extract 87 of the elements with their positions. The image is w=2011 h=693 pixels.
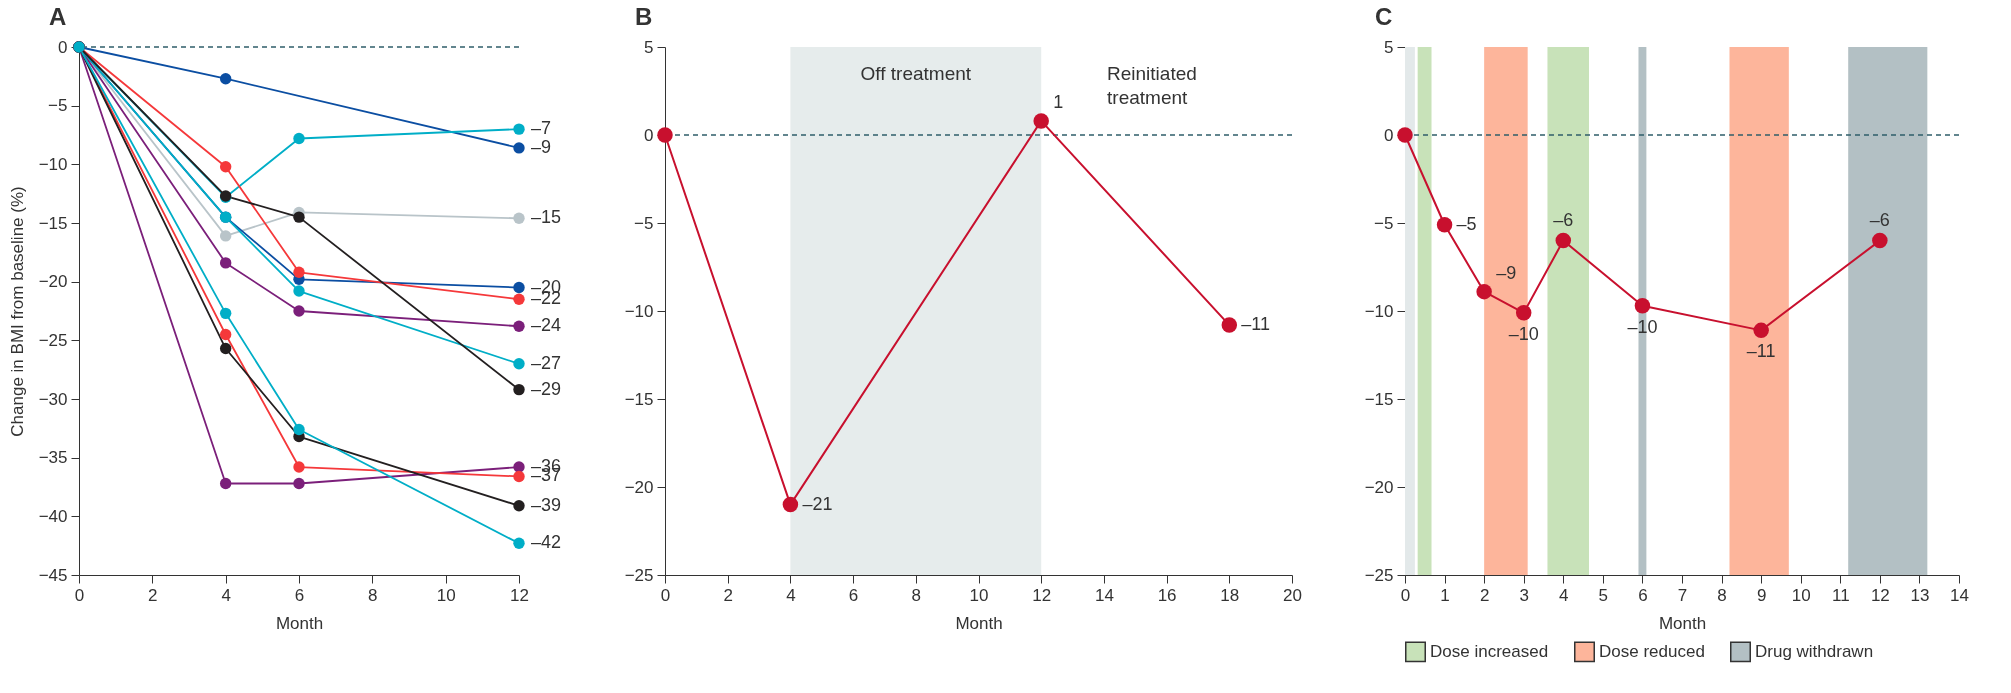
data-label: –5 <box>1456 213 1477 234</box>
data-label: –6 <box>1553 209 1574 230</box>
x-tick-label: 6 <box>848 585 859 605</box>
legend-label: Dose increased <box>1430 641 1549 661</box>
chart-title: C <box>1375 3 1393 30</box>
data-label: –10 <box>1508 323 1539 344</box>
y-tick-label: −40 <box>38 506 68 526</box>
x-tick-label: 2 <box>1479 585 1490 605</box>
x-tick-label: 12 <box>1032 585 1052 605</box>
y-tick-label: −10 <box>1364 301 1394 321</box>
x-tick-label: 5 <box>1598 585 1609 605</box>
x-tick-label: 20 <box>1283 585 1302 605</box>
y-tick-label: −15 <box>38 213 68 233</box>
data-label: –15 <box>531 207 562 228</box>
data-label: –11 <box>1241 314 1270 335</box>
x-tick-label: 0 <box>660 585 671 605</box>
legend-label: Dose reduced <box>1599 641 1705 661</box>
x-tick-label: 2 <box>723 585 733 605</box>
y-tick-label: 0 <box>58 37 68 57</box>
x-tick-label: 8 <box>1717 585 1727 605</box>
band-label: Off treatment <box>860 63 972 84</box>
data-label: –24 <box>531 315 562 336</box>
x-tick-label: 0 <box>74 585 85 605</box>
annotation: Reinitiated treatment <box>1107 63 1197 108</box>
x-tick-label: 10 <box>436 585 456 605</box>
chart-title: B <box>635 3 653 30</box>
x-tick-label: 11 <box>1831 585 1850 605</box>
y-tick-label: −15 <box>1364 389 1394 409</box>
y-tick-label: −5 <box>48 96 68 116</box>
y-tick-label: −5 <box>634 213 654 233</box>
y-axis-title: Change in BMI from baseline (%) <box>7 186 27 437</box>
x-tick-label: 3 <box>1519 585 1529 605</box>
y-tick-label: −25 <box>624 565 654 585</box>
y-tick-label: −20 <box>624 477 654 497</box>
data-label: –7 <box>531 118 552 139</box>
x-tick-label: 12 <box>1870 585 1890 605</box>
x-tick-label: 9 <box>1756 585 1767 605</box>
data-label: –9 <box>531 136 552 157</box>
x-tick-label: 12 <box>510 585 529 605</box>
x-tick-label: 18 <box>1220 585 1240 605</box>
y-tick-label: −35 <box>38 448 68 468</box>
x-tick-label: 0 <box>1400 585 1411 605</box>
y-tick-label: −10 <box>624 301 654 321</box>
x-tick-label: 1 <box>1440 585 1450 605</box>
data-label: –42 <box>531 532 562 553</box>
chart-title: A <box>49 3 67 30</box>
x-tick-label: 14 <box>1094 585 1114 605</box>
x-tick-label: 16 <box>1157 585 1177 605</box>
x-axis-title: Month <box>1658 613 1707 633</box>
y-tick-label: 5 <box>1384 37 1394 57</box>
data-label: –9 <box>1496 262 1517 283</box>
y-tick-label: 5 <box>644 37 654 57</box>
data-label: –10 <box>1627 316 1658 337</box>
data-label: –6 <box>1869 209 1890 230</box>
y-tick-label: −20 <box>1364 477 1394 497</box>
y-tick-label: −5 <box>1374 213 1394 233</box>
x-tick-label: 10 <box>969 585 989 605</box>
y-tick-label: 0 <box>644 125 654 145</box>
x-tick-label: 13 <box>1910 585 1930 605</box>
y-tick-label: −20 <box>38 272 68 292</box>
x-tick-label: 6 <box>1638 585 1648 605</box>
y-tick-label: −25 <box>1364 565 1394 585</box>
x-axis-title: Month <box>275 613 324 633</box>
data-label: –29 <box>531 378 562 399</box>
x-tick-label: 4 <box>786 585 796 605</box>
x-axis-title: Month <box>955 613 1003 633</box>
data-label: –39 <box>531 494 562 515</box>
x-tick-label: 4 <box>221 585 231 605</box>
x-tick-label: 7 <box>1677 585 1688 605</box>
x-tick-label: 10 <box>1791 585 1811 605</box>
x-tick-label: 4 <box>1559 585 1569 605</box>
y-tick-label: 0 <box>1384 125 1394 145</box>
data-label: 1 <box>1053 91 1064 112</box>
x-tick-label: 6 <box>294 585 305 605</box>
x-tick-label: 8 <box>368 585 378 605</box>
x-tick-label: 8 <box>911 585 922 605</box>
y-tick-label: −25 <box>38 330 68 350</box>
data-label: –21 <box>802 493 833 514</box>
data-label: –27 <box>531 352 562 373</box>
y-tick-label: −45 <box>38 565 68 585</box>
legend-label: Drug withdrawn <box>1755 641 1874 661</box>
y-tick-label: −10 <box>38 154 68 174</box>
x-tick-label: 2 <box>148 585 158 605</box>
y-tick-label: −30 <box>38 389 68 409</box>
data-label: –11 <box>1746 341 1776 362</box>
y-tick-label: −15 <box>624 389 654 409</box>
x-tick-label: 14 <box>1950 585 1969 605</box>
